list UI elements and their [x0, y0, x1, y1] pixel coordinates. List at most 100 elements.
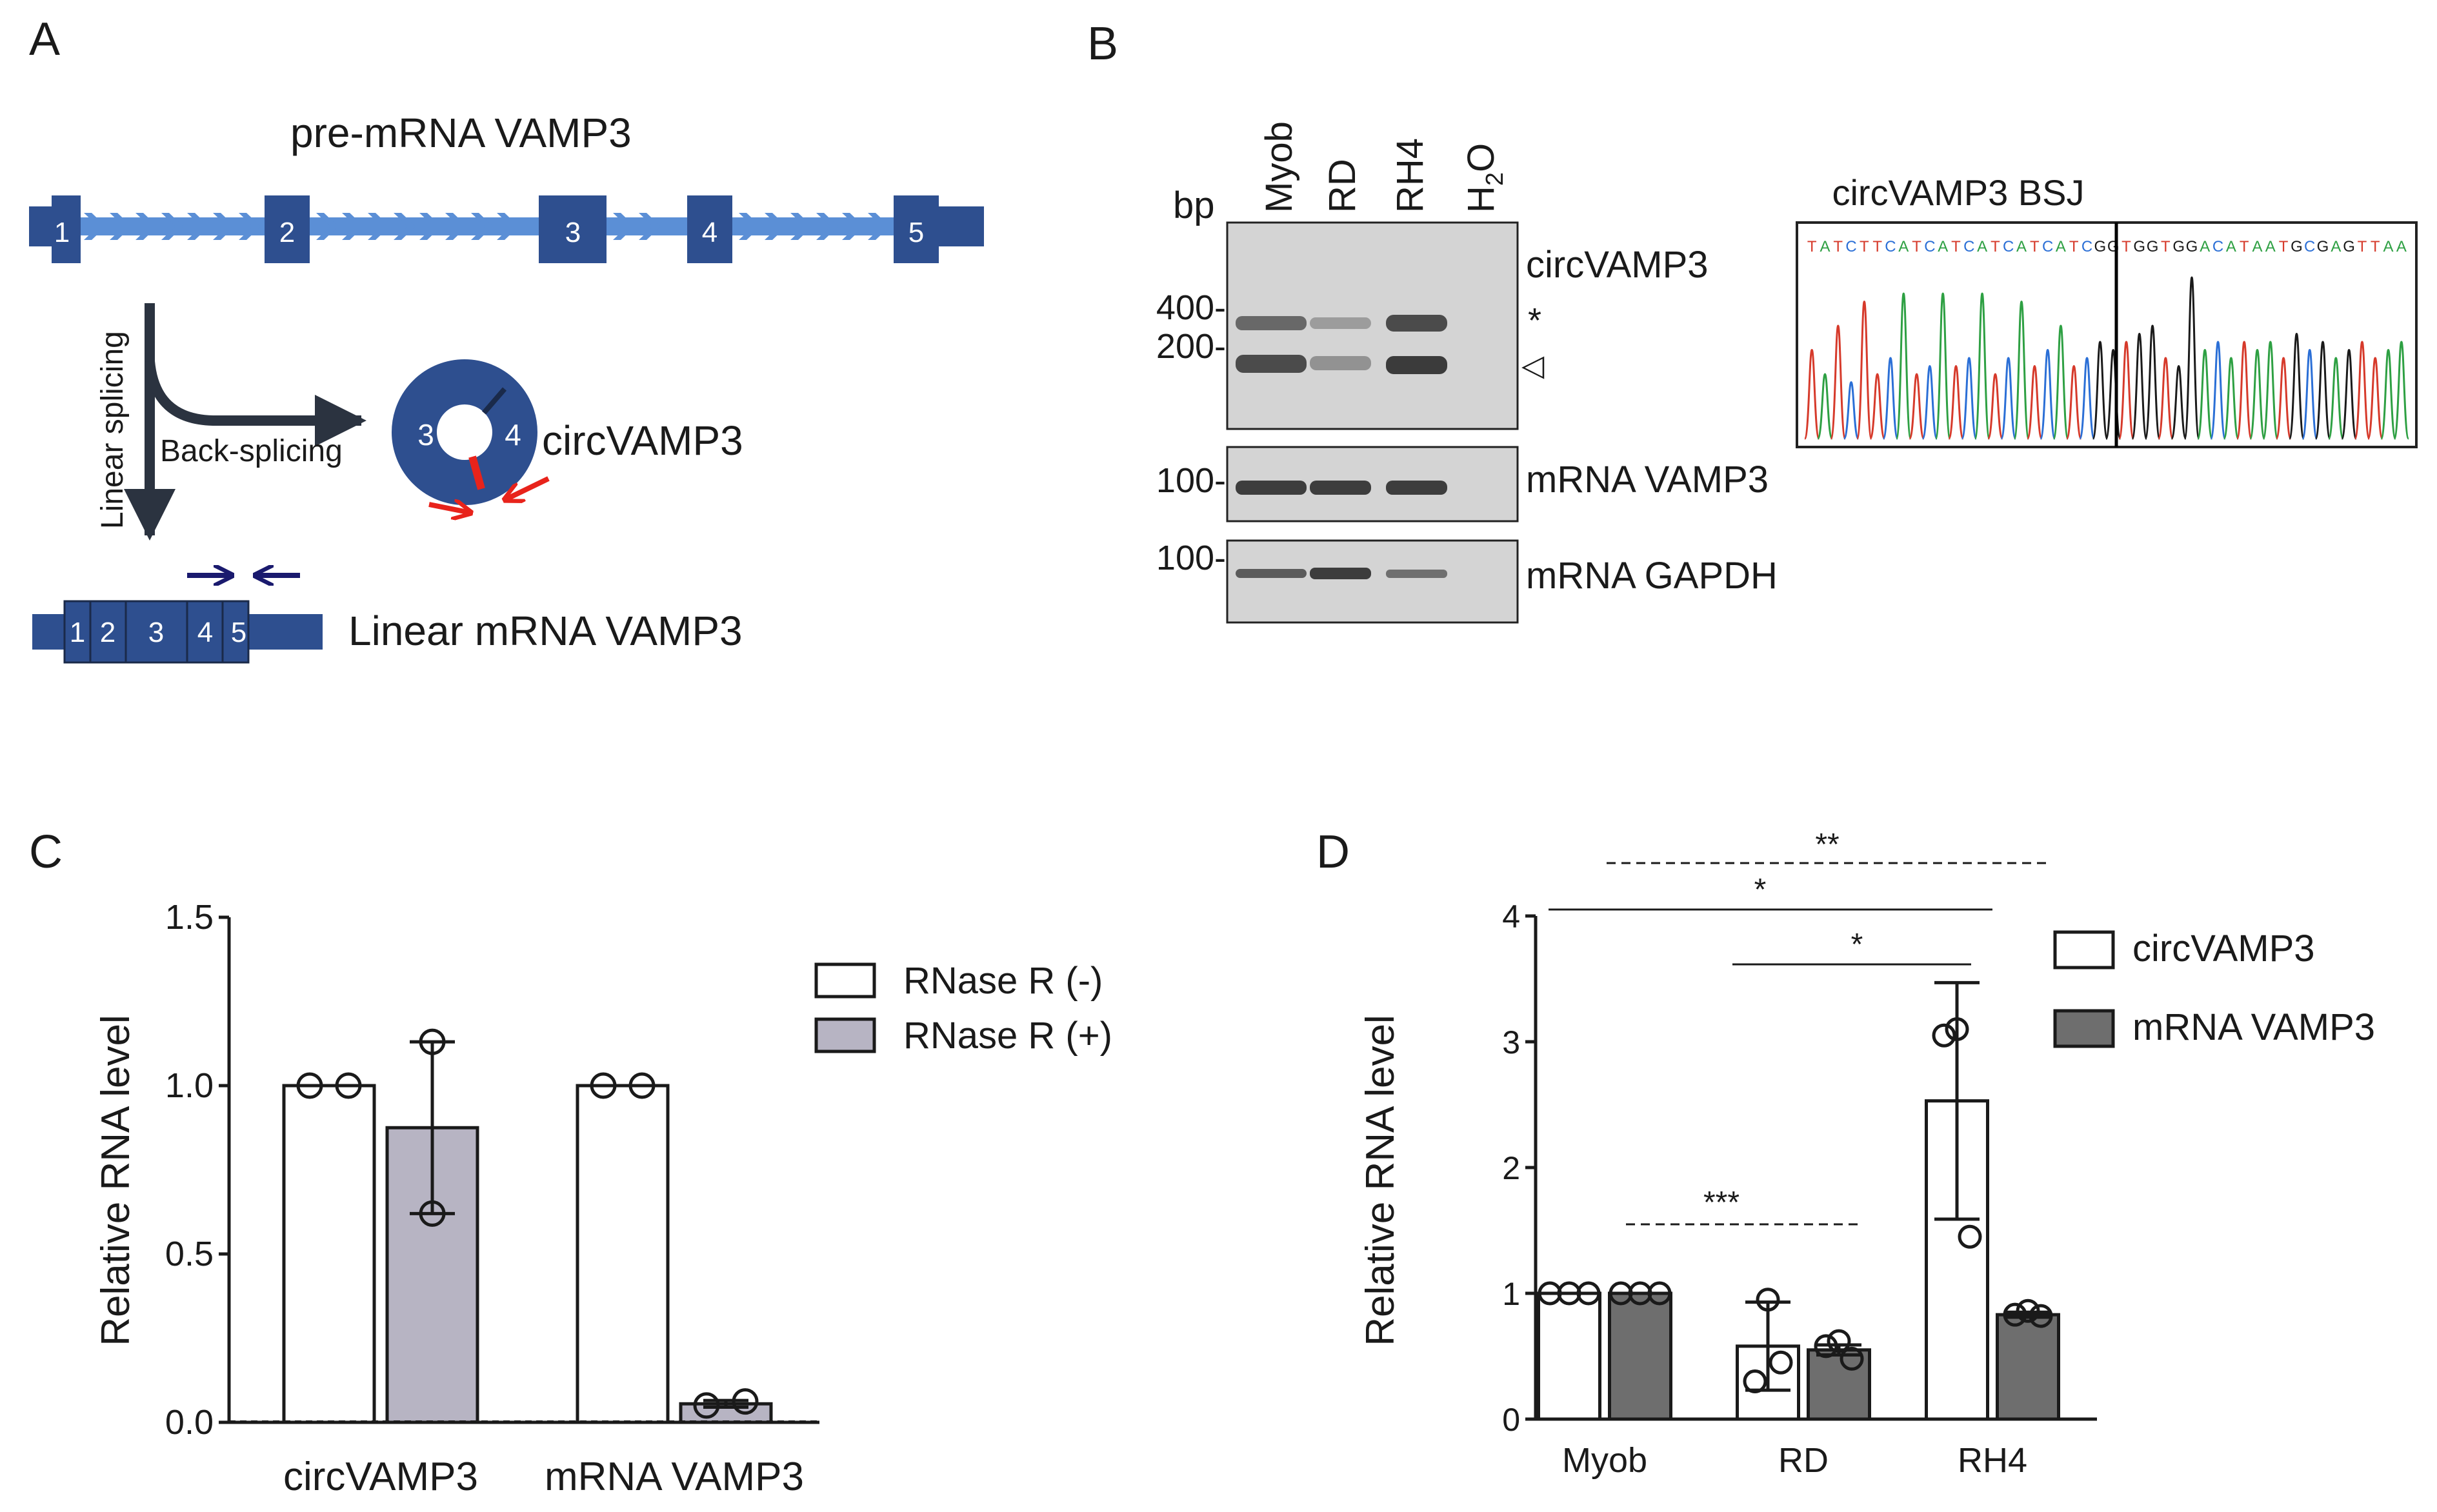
base-call: A	[2200, 238, 2210, 255]
linear-exon-2-label: 2	[100, 617, 115, 648]
trace-peak	[1974, 292, 1991, 440]
bar	[282, 1084, 376, 1424]
intron-chevron	[639, 213, 661, 240]
chromatogram-frame	[1796, 221, 2418, 448]
linear-mrna-exons	[63, 600, 250, 664]
base-call: C	[2042, 238, 2053, 255]
legend-label-circvamp3: circVAMP3	[2132, 928, 2315, 970]
trace-peak	[1843, 381, 1860, 440]
panel-c-letter: C	[29, 826, 63, 878]
chart-d-xtick: RD	[1778, 1441, 1829, 1480]
trace-peak	[1869, 373, 1886, 440]
band	[1386, 356, 1447, 374]
circ-exon-3-label: 3	[417, 418, 434, 452]
sequence-title: circVAMP3 BSJ	[1832, 172, 2084, 213]
base-call: A	[1820, 238, 1830, 255]
exon-1	[52, 195, 81, 263]
base-call: C	[1963, 238, 1974, 255]
chart-c-xtick: circVAMP3	[283, 1455, 478, 1499]
data-point	[2029, 1304, 2053, 1328]
trace-peak	[2327, 357, 2344, 440]
data-point	[732, 1388, 759, 1415]
trace-peak	[2183, 276, 2200, 440]
chart-c-ylabel: Relative RNA level	[94, 1015, 138, 1346]
marker-100-b: 100-	[1156, 539, 1226, 577]
intron-chevron	[161, 213, 183, 240]
base-call: T	[2371, 238, 2380, 255]
trace-peak	[2354, 341, 2371, 440]
base-call: C	[2081, 238, 2092, 255]
intron-chevron	[790, 213, 812, 240]
trace-peak	[2131, 332, 2148, 440]
marker-100-a: 100-	[1156, 461, 1226, 500]
intron-chevron	[368, 213, 390, 240]
intron-chevrons	[84, 213, 890, 240]
data-point	[335, 1072, 362, 1099]
circ-junction-red	[468, 455, 485, 490]
exon-5	[894, 195, 939, 263]
data-point	[1576, 1281, 1601, 1306]
panel-b: B bp Myob RD RH4 H2O 400- 200- circVAMP3…	[1087, 18, 2418, 624]
trace-peak	[2249, 348, 2266, 440]
band	[1236, 316, 1307, 330]
marker-200: 200-	[1156, 327, 1226, 366]
data-point	[1945, 1017, 1969, 1041]
exon-5-tail	[939, 206, 984, 246]
data-point	[419, 1200, 446, 1227]
panel-b-letter: B	[1087, 18, 1118, 70]
sig-label: **	[1815, 828, 1839, 862]
band	[1386, 481, 1447, 495]
trace-peak	[2288, 332, 2305, 440]
intron-chevron	[394, 213, 416, 240]
trace-peak	[2236, 341, 2252, 440]
exon-4-label: 4	[702, 217, 717, 248]
data-point	[1814, 1334, 1838, 1358]
trace-peak	[1816, 373, 1834, 440]
base-call: C	[1845, 238, 1856, 255]
chart-d-ylabel: Relative RNA level	[1358, 1015, 1403, 1346]
band	[1386, 315, 1447, 332]
y-tick-label: 0	[1502, 1402, 1520, 1438]
trace-peak	[2052, 324, 2069, 440]
chart-d-legend: circVAMP3 mRNA VAMP3	[2053, 928, 2375, 1048]
base-call: T	[1833, 238, 1843, 255]
chart-d-xtick: Myob	[1562, 1441, 1647, 1480]
trace-peak	[1987, 373, 2004, 440]
base-call: A	[2056, 238, 2066, 255]
base-call: A	[2383, 238, 2394, 255]
trace-peak	[2262, 341, 2279, 440]
exon-3-label: 3	[565, 217, 581, 248]
base-call: T	[2121, 238, 2131, 255]
gel-gapdh-label: mRNA GAPDH	[1526, 555, 1778, 597]
base-call: T	[1807, 238, 1817, 255]
divergent-primer-right	[505, 476, 550, 500]
exon-2	[265, 195, 310, 263]
y-tick-label: 3	[1502, 1024, 1520, 1060]
circ-junction-dark	[481, 387, 507, 415]
exon-1-tail	[29, 206, 52, 246]
gel-mrna-vamp3-label: mRNA VAMP3	[1526, 459, 1769, 501]
band	[1310, 356, 1371, 370]
intron-chevron	[419, 213, 441, 240]
intron-chevron	[342, 213, 364, 240]
intron-chevron	[316, 213, 338, 240]
base-call: C	[2212, 238, 2223, 255]
data-point	[1756, 1288, 1780, 1312]
trace-peak	[2157, 357, 2174, 440]
data-point	[1743, 1369, 1767, 1393]
base-call: T	[2279, 238, 2289, 255]
trace-peak	[2380, 348, 2397, 440]
marker-400: 400-	[1156, 288, 1226, 327]
base-call: T	[2240, 238, 2249, 255]
base-call: T	[2030, 238, 2040, 255]
trace-peak	[2209, 341, 2227, 440]
y-tick-label: 0.0	[165, 1403, 214, 1442]
back-splicing-label: Back-splicing	[160, 434, 343, 468]
band	[1236, 355, 1307, 373]
base-call: A	[2265, 238, 2276, 255]
back-splicing-arrow	[145, 361, 366, 446]
exon-3	[539, 195, 607, 263]
divergent-primer-left	[428, 504, 471, 513]
base-call: T	[2161, 238, 2171, 255]
